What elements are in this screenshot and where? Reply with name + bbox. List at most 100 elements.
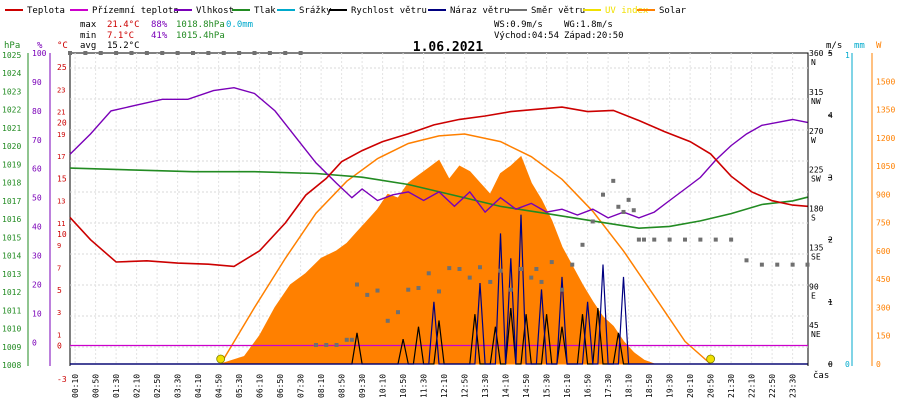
solar-tick-label: 150 xyxy=(876,332,891,341)
time-tick-label: 16:10 xyxy=(563,374,572,398)
wind-direction-point xyxy=(324,342,329,347)
stats-text: 0.0mm xyxy=(226,20,253,30)
wind-direction-point xyxy=(237,51,242,55)
stats-text: min xyxy=(80,31,96,41)
time-tick-label: 03:30 xyxy=(174,374,183,398)
wind-direction-point xyxy=(144,51,149,55)
time-tick-label: 09:30 xyxy=(358,374,367,398)
wind-direction-point xyxy=(498,268,503,273)
wind-direction-point xyxy=(160,51,165,55)
legend-label: Náraz větru xyxy=(450,6,510,16)
time-tick-label: 10:50 xyxy=(399,374,408,398)
wind-direction-point xyxy=(759,262,764,267)
time-tick-label: 02:10 xyxy=(133,374,142,398)
wind-direction-point xyxy=(206,51,211,55)
wind-direction-point xyxy=(355,282,359,287)
wind-direction-point xyxy=(616,204,621,209)
wind-direction-point xyxy=(83,51,88,55)
temperature-tick-label: 1 xyxy=(57,331,61,339)
wind-direction-point xyxy=(539,279,544,284)
time-tick-label: 08:50 xyxy=(338,374,347,398)
pressure-tick-label: 1015 xyxy=(2,233,21,242)
pressure-tick-label: 1021 xyxy=(2,124,21,133)
rain-tick-label: 1 xyxy=(845,51,850,60)
pressure-tick-label: 1012 xyxy=(2,288,21,297)
wind-direction-point xyxy=(744,258,749,263)
time-tick-label: 12:50 xyxy=(461,374,470,398)
time-tick-label: 00:50 xyxy=(92,374,101,398)
wind-tick-label: 1 xyxy=(828,298,833,307)
stats-text: Západ:20:50 xyxy=(564,31,624,41)
wind-direction-point xyxy=(365,292,370,297)
temperature-tick-label: 23 xyxy=(57,86,65,94)
wind-direction-point xyxy=(467,275,472,280)
time-tick-label: 22:50 xyxy=(768,374,777,398)
stats-text: 15.2°C xyxy=(107,41,140,51)
temperature-tick-label: 19 xyxy=(57,131,65,139)
wind-tick-label: 2 xyxy=(828,236,833,245)
solar-tick-label: 0 xyxy=(876,360,881,369)
series-solar-measured xyxy=(220,155,655,365)
time-tick-label: 11:30 xyxy=(420,374,429,398)
time-tick-label: 01:30 xyxy=(112,374,121,398)
direction-card-label: S xyxy=(811,214,816,223)
wind-direction-point xyxy=(283,51,288,55)
direction-card-label: NE xyxy=(811,330,821,339)
wind-tick-label: 0 xyxy=(828,360,833,369)
time-tick-label: 02:50 xyxy=(153,374,162,398)
wind-direction-point xyxy=(729,237,734,242)
solar-tick-label: 1500 xyxy=(876,77,895,86)
pressure-tick-label: 1013 xyxy=(2,270,21,279)
temperature-unit: °C xyxy=(57,41,68,51)
sun-marker xyxy=(706,354,716,364)
direction-card-label: E xyxy=(811,291,816,300)
temperature-tick-label: 21 xyxy=(57,109,65,117)
wind-direction-point xyxy=(560,287,564,292)
wind-direction-point xyxy=(508,287,513,292)
wind-direction-point xyxy=(631,208,636,213)
temperature-tick-label: 7 xyxy=(57,265,61,273)
wind-direction-point xyxy=(191,51,195,55)
time-tick-label: 14:50 xyxy=(522,374,531,398)
time-tick-label: 21:30 xyxy=(727,374,736,398)
plot-area xyxy=(68,51,810,365)
wind-unit: m/s xyxy=(826,41,842,51)
time-tick-label: 18:10 xyxy=(625,374,634,398)
legend-label: UV index xyxy=(605,6,649,16)
wind-tick-label: 5 xyxy=(828,49,833,58)
humidity-tick-label: 100 xyxy=(32,49,47,58)
direction-tick-label: 90 xyxy=(809,282,819,291)
time-tick-label: 20:50 xyxy=(707,374,716,398)
humidity-tick-label: 80 xyxy=(32,107,42,116)
wind-direction-point xyxy=(114,51,119,55)
wind-direction-point xyxy=(68,51,72,55)
stats-text: max xyxy=(80,20,97,30)
wind-direction-point xyxy=(601,192,605,197)
humidity-tick-label: 70 xyxy=(32,136,42,145)
wind-direction-point xyxy=(713,237,718,242)
humidity-tick-label: 90 xyxy=(32,78,42,87)
wind-direction-point xyxy=(447,266,452,271)
direction-tick-label: 180 xyxy=(809,205,824,214)
wind-direction-point xyxy=(790,262,795,267)
legend-label: Tlak xyxy=(254,6,276,16)
direction-card-label: NW xyxy=(811,97,821,106)
pressure-tick-label: 1010 xyxy=(2,325,21,334)
wind-direction-point xyxy=(775,262,780,267)
direction-tick-label: 135 xyxy=(809,243,824,252)
temperature-tick-label: 9 xyxy=(57,242,61,250)
stats-block: max 21.4°C 88% 1018.8hPa 0.0mm min 7.1°C 41% 101… xyxy=(80,20,624,51)
wind-direction-point xyxy=(221,51,226,55)
time-tick-label: 20:10 xyxy=(686,374,695,398)
time-tick-label: 14:10 xyxy=(502,374,511,398)
wind-direction-point xyxy=(406,287,411,292)
wind-direction-point xyxy=(349,337,354,342)
pressure-tick-label: 1016 xyxy=(2,215,21,224)
temperature-tick-label: -3 xyxy=(57,375,67,384)
stats-text: avg xyxy=(80,41,96,51)
wind-direction-point xyxy=(642,237,646,242)
temperature-tick-label: 11 xyxy=(57,220,65,228)
pressure-tick-label: 1008 xyxy=(2,361,21,370)
